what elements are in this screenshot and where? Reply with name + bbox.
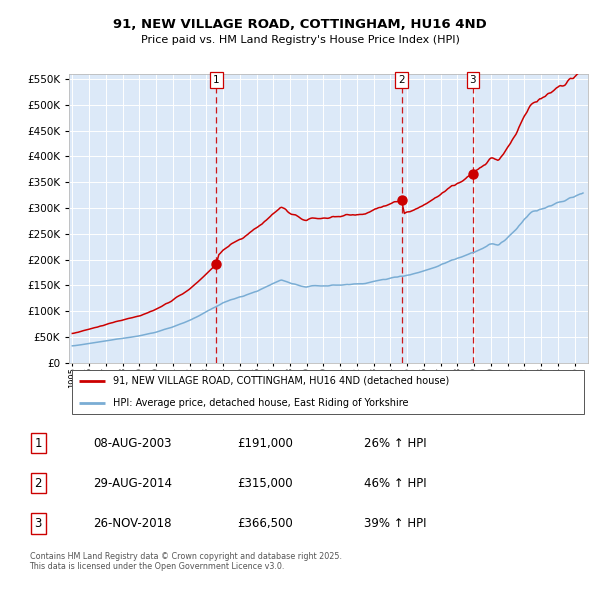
Text: 26% ↑ HPI: 26% ↑ HPI (364, 437, 426, 450)
Text: 3: 3 (470, 75, 476, 85)
Text: 08-AUG-2003: 08-AUG-2003 (93, 437, 172, 450)
Text: 2: 2 (398, 75, 405, 85)
Text: 2: 2 (34, 477, 42, 490)
Text: £191,000: £191,000 (237, 437, 293, 450)
Text: 1: 1 (34, 437, 42, 450)
Text: Contains HM Land Registry data © Crown copyright and database right 2025.
This d: Contains HM Land Registry data © Crown c… (29, 552, 341, 571)
Text: 3: 3 (34, 517, 42, 530)
Text: £315,000: £315,000 (237, 477, 293, 490)
Text: 46% ↑ HPI: 46% ↑ HPI (364, 477, 426, 490)
Text: 91, NEW VILLAGE ROAD, COTTINGHAM, HU16 4ND (detached house): 91, NEW VILLAGE ROAD, COTTINGHAM, HU16 4… (113, 376, 449, 386)
Text: 29-AUG-2014: 29-AUG-2014 (93, 477, 172, 490)
Text: 26-NOV-2018: 26-NOV-2018 (93, 517, 172, 530)
Text: Price paid vs. HM Land Registry's House Price Index (HPI): Price paid vs. HM Land Registry's House … (140, 35, 460, 45)
Text: HPI: Average price, detached house, East Riding of Yorkshire: HPI: Average price, detached house, East… (113, 398, 409, 408)
Text: 39% ↑ HPI: 39% ↑ HPI (364, 517, 426, 530)
Text: 91, NEW VILLAGE ROAD, COTTINGHAM, HU16 4ND: 91, NEW VILLAGE ROAD, COTTINGHAM, HU16 4… (113, 18, 487, 31)
Text: 1: 1 (213, 75, 220, 85)
FancyBboxPatch shape (71, 370, 584, 414)
Text: £366,500: £366,500 (237, 517, 293, 530)
